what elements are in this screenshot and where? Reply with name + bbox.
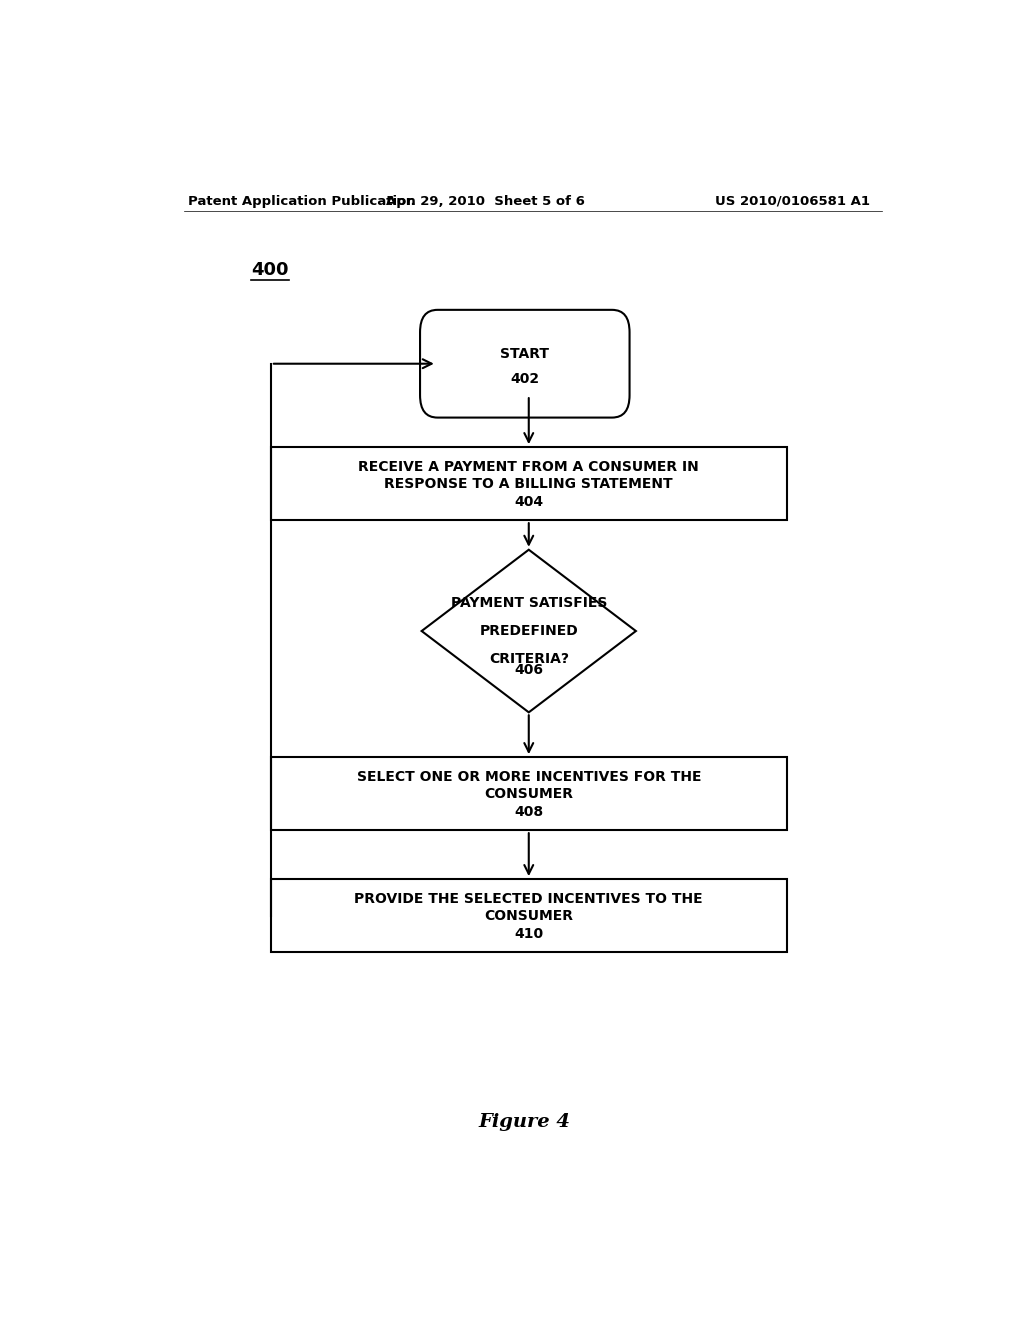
Text: Apr. 29, 2010  Sheet 5 of 6: Apr. 29, 2010 Sheet 5 of 6 xyxy=(386,194,585,207)
Text: 402: 402 xyxy=(510,372,540,385)
Bar xyxy=(270,758,786,830)
Text: CONSUMER: CONSUMER xyxy=(484,908,573,923)
Text: 408: 408 xyxy=(514,805,544,818)
Text: 410: 410 xyxy=(514,927,544,941)
Text: RECEIVE A PAYMENT FROM A CONSUMER IN: RECEIVE A PAYMENT FROM A CONSUMER IN xyxy=(358,461,699,474)
Text: US 2010/0106581 A1: US 2010/0106581 A1 xyxy=(715,194,870,207)
Text: CRITERIA?: CRITERIA? xyxy=(488,652,568,667)
Text: Patent Application Publication: Patent Application Publication xyxy=(187,194,416,207)
FancyBboxPatch shape xyxy=(420,310,630,417)
Polygon shape xyxy=(422,549,636,713)
Text: 400: 400 xyxy=(251,261,289,280)
Text: SELECT ONE OR MORE INCENTIVES FOR THE: SELECT ONE OR MORE INCENTIVES FOR THE xyxy=(356,771,701,784)
Text: PREDEFINED: PREDEFINED xyxy=(479,624,579,638)
Text: Figure 4: Figure 4 xyxy=(479,1113,570,1131)
Bar xyxy=(270,447,786,520)
Bar xyxy=(270,879,786,952)
Text: 406: 406 xyxy=(514,663,544,677)
Text: RESPONSE TO A BILLING STATEMENT: RESPONSE TO A BILLING STATEMENT xyxy=(384,477,673,491)
Text: PROVIDE THE SELECTED INCENTIVES TO THE: PROVIDE THE SELECTED INCENTIVES TO THE xyxy=(354,892,703,907)
Text: START: START xyxy=(501,347,549,360)
Text: CONSUMER: CONSUMER xyxy=(484,787,573,801)
Text: 404: 404 xyxy=(514,495,544,510)
Text: PAYMENT SATISFIES: PAYMENT SATISFIES xyxy=(451,595,607,610)
